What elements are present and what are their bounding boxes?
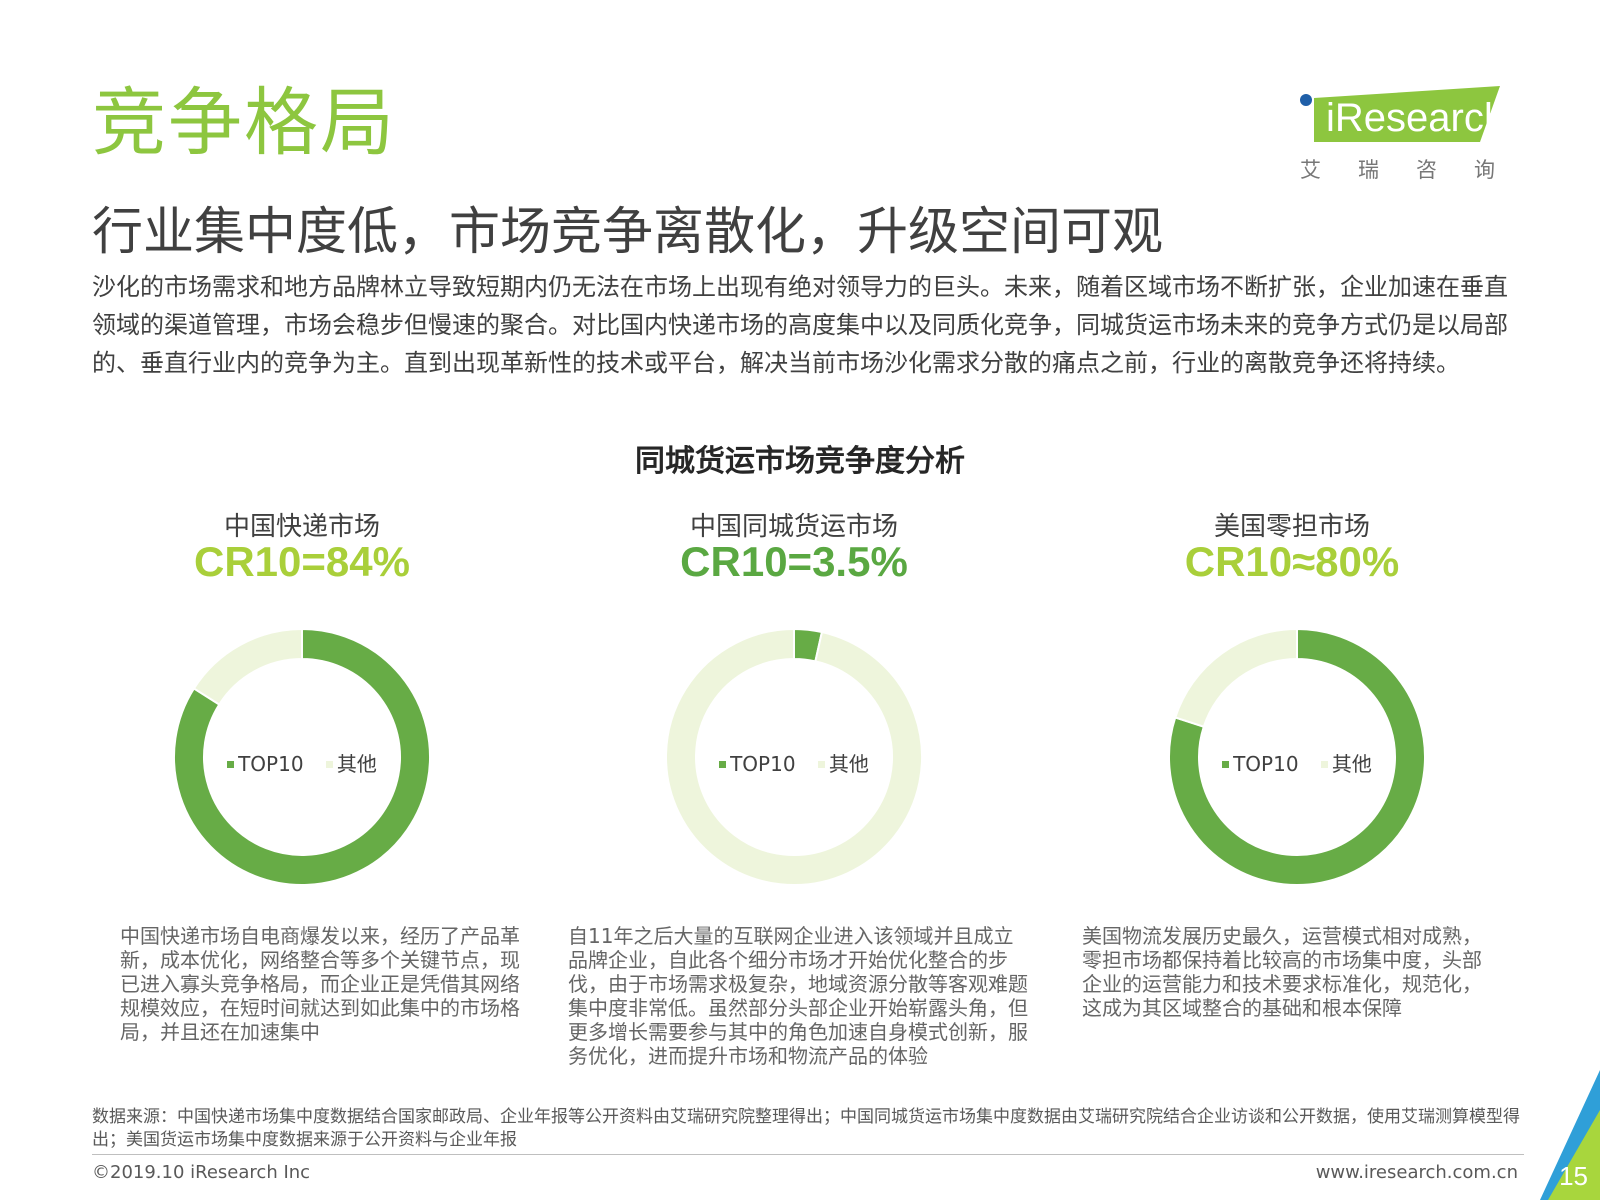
legend-label: 其他 — [336, 752, 377, 776]
donut-slice-other — [1173, 627, 1298, 728]
legend-swatch-top10 — [227, 760, 235, 768]
legend-item-top10: TOP10 — [719, 752, 796, 776]
legend-label: 其他 — [1331, 752, 1372, 776]
donut-slice-top10 — [173, 627, 431, 886]
iresearch-logo: iResearch 艾瑞咨询 — [1300, 84, 1520, 184]
section-title: 竞争格局 — [92, 80, 396, 166]
legend-item-other: 其他 — [817, 752, 869, 776]
description-1: 自11年之后大量的互联网企业进入该领域并且成立品牌企业，自此各个细分市场才开始优… — [568, 924, 1028, 1068]
legend-item-top10: TOP10 — [1222, 752, 1299, 776]
legend-label: TOP10 — [238, 752, 304, 776]
website-link[interactable]: www.iresearch.com.cn — [1315, 1162, 1518, 1183]
legend-swatch-other — [325, 760, 333, 768]
legend-1: TOP10 其他 — [644, 748, 944, 777]
donut-chart-2 — [1168, 627, 1426, 886]
data-source-note: 数据来源：中国快递市场集中度数据结合国家邮政局、企业年报等公开资料由艾瑞研究院整… — [92, 1107, 1520, 1150]
legend-swatch-top10 — [1222, 760, 1230, 768]
donut-chart-0 — [173, 627, 431, 886]
donut-slice-top10 — [1168, 627, 1426, 886]
chart-title: 同城货运市场竞争度分析 — [635, 444, 965, 479]
donut-slice-other — [665, 627, 923, 886]
donut-chart-1 — [665, 627, 923, 886]
copyright: ©2019.10 iResearch Inc — [92, 1162, 311, 1183]
legend-swatch-other — [1320, 760, 1328, 768]
legend-0: TOP10 其他 — [152, 748, 452, 777]
legend-swatch-top10 — [719, 760, 727, 768]
donut-slice-other — [192, 627, 303, 706]
description-2: 美国物流发展历史最久，运营模式相对成熟，零担市场都保持着比较高的市场集中度，头部… — [1082, 924, 1482, 1020]
logo-wordmark: iResearch — [1326, 96, 1507, 140]
legend-label: 其他 — [828, 752, 869, 776]
legend-2: TOP10 其他 — [1147, 748, 1447, 777]
legend-label: TOP10 — [1233, 752, 1299, 776]
market-name-1: 中国同城货运市场 — [689, 512, 898, 542]
logo-chinese-name: 艾瑞咨询 — [1300, 158, 1532, 182]
slide-headline: 行业集中度低，市场竞争离散化，升级空间可观 — [92, 203, 1164, 262]
corner-green-triangle — [1548, 1110, 1600, 1200]
legend-label: TOP10 — [730, 752, 796, 776]
legend-item-top10: TOP10 — [227, 752, 304, 776]
intro-paragraph: 沙化的市场需求和地方品牌林立导致短期内仍无法在市场上出现有绝对领导力的巨头。未来… — [92, 273, 1508, 377]
footer-divider — [92, 1154, 1524, 1155]
page-number: 15 — [1559, 1161, 1588, 1191]
legend-item-other: 其他 — [325, 752, 377, 776]
corner-decoration — [1540, 1070, 1600, 1200]
cr-value-2: CR10≈80% — [1184, 538, 1400, 585]
logo-banner-shape — [1300, 86, 1500, 142]
cr-value-1: CR10=3.5% — [680, 538, 908, 585]
legend-swatch-other — [817, 760, 825, 768]
market-name-2: 美国零担市场 — [1213, 512, 1370, 542]
market-name-0: 中国快递市场 — [223, 512, 380, 542]
legend-item-other: 其他 — [1320, 752, 1372, 776]
description-0: 中国快递市场自电商爆发以来，经历了产品革新，成本优化，网络整合等多个关键节点，现… — [120, 924, 520, 1044]
cr-value-0: CR10=84% — [194, 538, 410, 585]
